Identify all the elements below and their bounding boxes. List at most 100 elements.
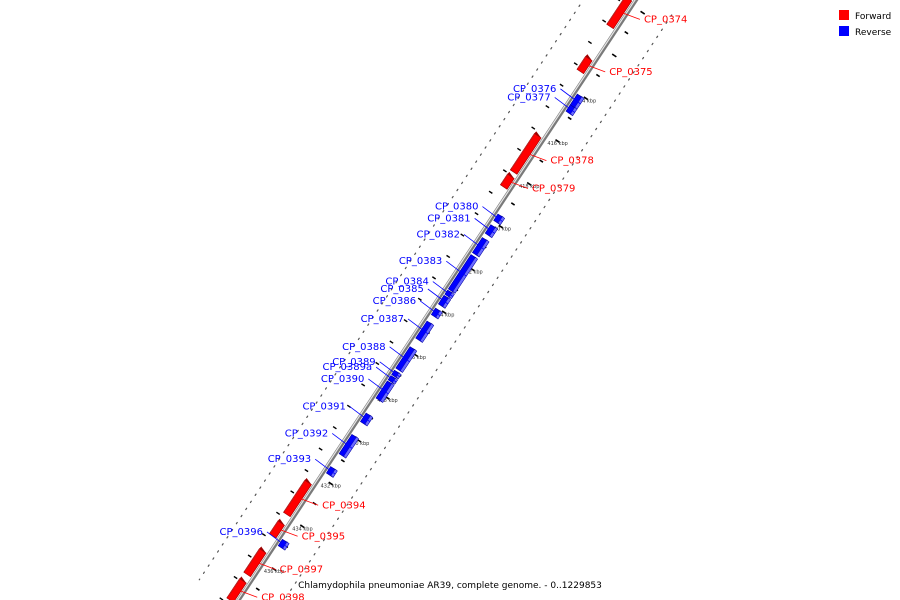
gene-label[interactable]: CP_0392 — [285, 428, 328, 439]
scale-tick — [624, 30, 629, 35]
gene-label[interactable]: CP_0385 — [380, 284, 423, 295]
gene-cp_0397[interactable] — [243, 546, 267, 578]
scale-tick-lower — [318, 447, 323, 451]
gene-label[interactable]: CP_0396 — [220, 527, 263, 538]
scale-tick — [510, 202, 516, 206]
scale-tick-label: 428 kbp — [377, 398, 397, 404]
gene-leader-line — [389, 346, 410, 363]
gene-label[interactable]: CP_0380 — [435, 202, 478, 213]
gene-block-cap — [534, 131, 542, 138]
gene-label[interactable]: CP_0395 — [302, 531, 345, 542]
gene-label[interactable]: CP_0389 — [332, 357, 375, 368]
gene-leader-line — [615, 10, 641, 20]
scale-tick — [441, 310, 447, 315]
legend: Forward Reverse — [839, 10, 892, 38]
scale-tick-lower — [233, 575, 238, 580]
scale-tick-label: 414 kbp — [576, 98, 596, 104]
gene-cp_0398[interactable] — [226, 576, 247, 600]
legend-reverse-label: Reverse — [855, 28, 892, 38]
gene-label[interactable]: CP_0390 — [321, 374, 364, 385]
gene-block-cap — [390, 375, 398, 380]
gene-leader-line — [419, 300, 441, 317]
scale-tick-label: 418 kbp — [519, 184, 539, 190]
gene-features — [226, 0, 633, 600]
gene-label[interactable]: CP_0383 — [399, 256, 442, 267]
scale-tick-lower — [361, 383, 366, 387]
gene-block-cap — [387, 380, 394, 386]
gene-block-bevel — [510, 131, 537, 171]
gene-label[interactable]: CP_0391 — [302, 402, 345, 413]
gene-cp_0375[interactable] — [576, 54, 593, 75]
scale-tick-lower — [474, 211, 479, 216]
scale-tick-label: 422 kbp — [462, 270, 482, 276]
scale-tick-lower — [502, 169, 507, 173]
scale-tick — [583, 96, 589, 101]
scale-tick-lower — [247, 554, 252, 558]
gene-cp_0394[interactable] — [283, 478, 312, 518]
gene-leader-line — [503, 179, 529, 189]
gene-label[interactable]: CP_0374 — [644, 14, 687, 25]
gene-leader-line — [446, 260, 467, 277]
scale-tick-lower — [389, 340, 394, 344]
gene-block-cap — [471, 254, 478, 260]
gene-label[interactable]: CP_0375 — [609, 67, 652, 78]
gene-leader-line — [560, 88, 581, 105]
gene-leader-line — [251, 560, 276, 570]
gene-label[interactable]: CP_0382 — [417, 229, 460, 240]
gene-label[interactable]: CP_0394 — [322, 500, 365, 511]
gene-cp_0378[interactable] — [509, 131, 542, 175]
gene-label[interactable]: CP_0381 — [427, 213, 470, 224]
dotted-guide-upper — [198, 0, 584, 581]
gene-label[interactable]: CP_0397 — [280, 564, 323, 575]
gene-cp_0395[interactable] — [268, 518, 285, 539]
scale-tick-lower — [403, 318, 408, 323]
genome-caption: Chlamydophila pneumoniae AR39, complete … — [298, 581, 602, 591]
gene-label[interactable]: CP_0393 — [268, 454, 311, 465]
gene-block-cap — [394, 370, 402, 375]
scale-tick-label: 420 kbp — [491, 227, 511, 233]
gene-label[interactable]: CP_0398 — [261, 592, 304, 600]
gene-block-cap — [427, 321, 434, 326]
scale-tick-lower — [545, 104, 550, 109]
gene-label[interactable]: CP_0387 — [361, 314, 404, 325]
gene-label[interactable]: CP_0377 — [507, 92, 550, 103]
gene-block-cap — [366, 413, 373, 418]
gene-label[interactable]: CP_0388 — [342, 342, 385, 353]
scale-tick — [526, 181, 532, 186]
gene-leader-line — [432, 281, 454, 297]
gene-block-cap — [351, 434, 359, 439]
gene-block-cap — [330, 466, 338, 471]
scale-tick-lower — [488, 190, 493, 194]
gene-label[interactable]: CP_0376 — [513, 84, 556, 95]
gene-label[interactable]: CP_0378 — [550, 156, 593, 167]
scale-tick — [498, 224, 504, 229]
gene-label[interactable]: CP_0384 — [385, 277, 428, 288]
gene-label[interactable]: CP_0389a — [323, 362, 373, 373]
gene-leader-line — [407, 318, 429, 335]
scale-tick-lower — [617, 0, 621, 2]
scale-tick-label: 424 kbp — [434, 312, 454, 318]
gene-block-cap — [585, 54, 593, 61]
backbone-line — [236, 0, 639, 600]
scale-tick-lower — [559, 83, 564, 87]
gene-block-cap — [259, 546, 267, 554]
gene-cp_0374[interactable] — [606, 0, 633, 30]
scale-tick — [555, 139, 561, 144]
gene-block-bevel — [606, 0, 624, 25]
scale-tick-lower — [587, 40, 592, 45]
gene-label[interactable]: CP_0386 — [373, 296, 416, 307]
scale-tick-lower — [332, 426, 337, 430]
gene-label[interactable]: CP_0379 — [532, 183, 575, 194]
scale-tick-lower — [460, 233, 465, 237]
scale-tick — [299, 524, 305, 529]
gene-block-cap — [304, 478, 312, 485]
gene-leader-line — [581, 62, 606, 73]
gene-block-cap — [490, 224, 498, 230]
gene-leader-line — [463, 234, 485, 250]
scale-tick — [340, 458, 345, 463]
scale-tick-label: 434 kbp — [292, 526, 312, 532]
gene-cp_0379[interactable] — [499, 171, 515, 190]
scale-tick-label: 432 kbp — [321, 484, 341, 490]
gene-leader-line — [482, 206, 503, 222]
